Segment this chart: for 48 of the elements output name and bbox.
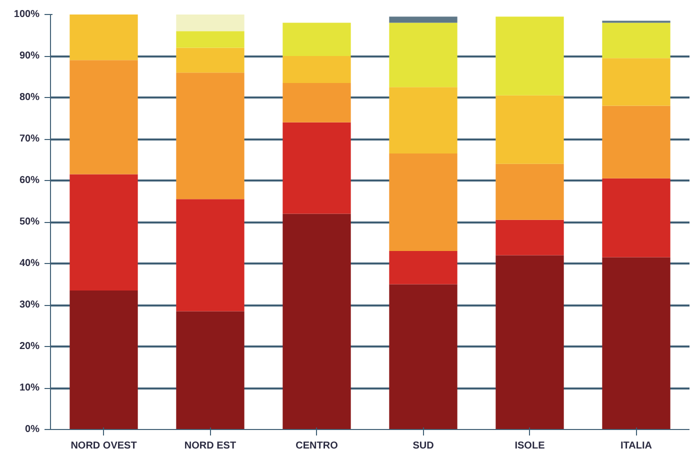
x-tick-label: SUD [412, 440, 434, 452]
x-tick-label: CENTRO [296, 440, 338, 452]
bar [602, 106, 670, 178]
y-tick-label: 10% [19, 382, 40, 394]
bar [70, 174, 138, 290]
y-tick-label: 50% [19, 216, 40, 228]
bar [496, 255, 564, 430]
bar [176, 72, 244, 200]
y-tick-label: 40% [19, 258, 40, 269]
bar [282, 56, 351, 83]
x-tick-label: NORD OVEST [70, 440, 137, 452]
bar [496, 95, 564, 164]
y-tick-label: 30% [19, 300, 40, 310]
y-tick-label: 80% [19, 92, 40, 103]
bar [70, 14, 138, 60]
bar [496, 164, 564, 220]
bar [282, 22, 351, 56]
x-tick-label: ITALIA [620, 440, 652, 452]
bar [389, 22, 458, 88]
bar [389, 87, 458, 154]
bar [496, 16, 564, 96]
x-tick-label: NORD EST [184, 440, 236, 452]
bar [389, 284, 458, 430]
bar [496, 220, 564, 256]
bar [602, 22, 670, 58]
bar [602, 257, 670, 430]
bar [282, 122, 351, 214]
bar [389, 16, 458, 23]
bar [389, 154, 458, 252]
bar [389, 251, 458, 284]
y-tick-label: 70% [19, 134, 40, 144]
y-tick-label: 100% [14, 9, 40, 20]
bar [282, 214, 351, 430]
bar [176, 14, 244, 32]
bar [70, 60, 138, 174]
y-tick-label: 0% [25, 424, 40, 435]
bar [602, 58, 670, 106]
bar [176, 48, 244, 73]
bar [70, 290, 138, 430]
y-tick-label: 90% [19, 50, 40, 62]
bar [602, 178, 670, 258]
bar [176, 31, 244, 48]
y-tick-label: 20% [19, 341, 40, 352]
bar [176, 311, 244, 430]
x-tick-label: ISOLE [514, 440, 546, 452]
bar [176, 199, 244, 312]
bar [282, 82, 351, 122]
y-tick-label: 60% [19, 175, 40, 186]
